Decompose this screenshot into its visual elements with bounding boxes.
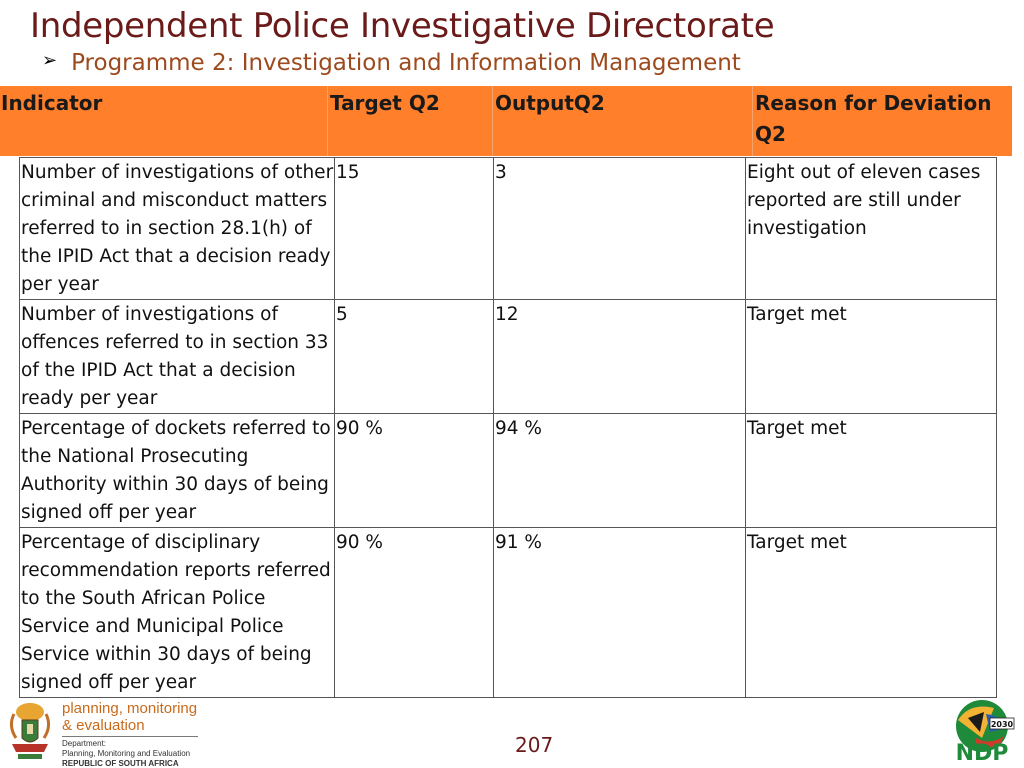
header-output: OutputQ2 bbox=[495, 91, 605, 115]
cell-output: 94 % bbox=[493, 413, 746, 528]
header-indicator: Indicator bbox=[1, 91, 103, 115]
subtitle: Programme 2: Investigation and Informati… bbox=[71, 50, 741, 76]
header-divider bbox=[492, 86, 493, 156]
cell-output: 3 bbox=[493, 157, 746, 300]
pme-text: planning, monitoring & evaluation Depart… bbox=[62, 700, 212, 768]
cell-indicator: Number of investigations of offences ref… bbox=[19, 299, 335, 414]
cell-indicator: Percentage of dockets referred to the Na… bbox=[19, 413, 335, 528]
header-target: Target Q2 bbox=[330, 91, 440, 115]
table-row: Percentage of disciplinary recommendatio… bbox=[19, 527, 997, 698]
pme-logo: planning, monitoring & evaluation Depart… bbox=[4, 700, 204, 768]
table-header: Indicator Target Q2 OutputQ2 Reason for … bbox=[0, 86, 1012, 156]
indicator-table: Number of investigations of other crimin… bbox=[19, 157, 997, 698]
republic-label: REPUBLIC OF SOUTH AFRICA bbox=[62, 759, 179, 768]
table-row: Percentage of dockets referred to the Na… bbox=[19, 413, 997, 528]
cell-target: 5 bbox=[334, 299, 494, 414]
page-title: Independent Police Investigative Directo… bbox=[30, 6, 775, 46]
divider bbox=[62, 736, 198, 737]
table-row: Number of investigations of offences ref… bbox=[19, 299, 997, 414]
subtitle-row: ➢ Programme 2: Investigation and Informa… bbox=[42, 49, 741, 77]
cell-target: 90 % bbox=[334, 413, 494, 528]
dept-label: Department: bbox=[62, 739, 107, 748]
ndp-logo-icon: 2030 NDP bbox=[956, 700, 1015, 762]
cell-reason: Target met bbox=[745, 527, 997, 698]
cell-reason: Target met bbox=[745, 413, 997, 528]
cell-output: 91 % bbox=[493, 527, 746, 698]
cell-output: 12 bbox=[493, 299, 746, 414]
pme-line2: & evaluation bbox=[62, 717, 145, 734]
cell-target: 15 bbox=[334, 157, 494, 300]
header-divider bbox=[327, 86, 328, 156]
pme-line1: planning, monitoring bbox=[62, 700, 198, 717]
cell-reason: Target met bbox=[745, 299, 997, 414]
header-reason: Reason for Deviation Q2 bbox=[755, 91, 992, 146]
cell-reason: Eight out of eleven cases reported are s… bbox=[745, 157, 997, 300]
bullet-arrow-icon: ➢ bbox=[42, 49, 58, 71]
cell-indicator: Number of investigations of other crimin… bbox=[19, 157, 335, 300]
cell-target: 90 % bbox=[334, 527, 494, 698]
cell-indicator: Percentage of disciplinary recommendatio… bbox=[19, 527, 335, 698]
table-row: Number of investigations of other crimin… bbox=[19, 157, 997, 300]
ndp-text: NDP bbox=[956, 741, 1009, 762]
coat-of-arms-icon bbox=[9, 703, 51, 759]
header-divider bbox=[752, 86, 753, 156]
dept-name: Planning, Monitoring and Evaluation bbox=[62, 749, 191, 758]
page-number: 207 bbox=[515, 733, 554, 757]
ndp-year: 2030 bbox=[991, 720, 1014, 729]
